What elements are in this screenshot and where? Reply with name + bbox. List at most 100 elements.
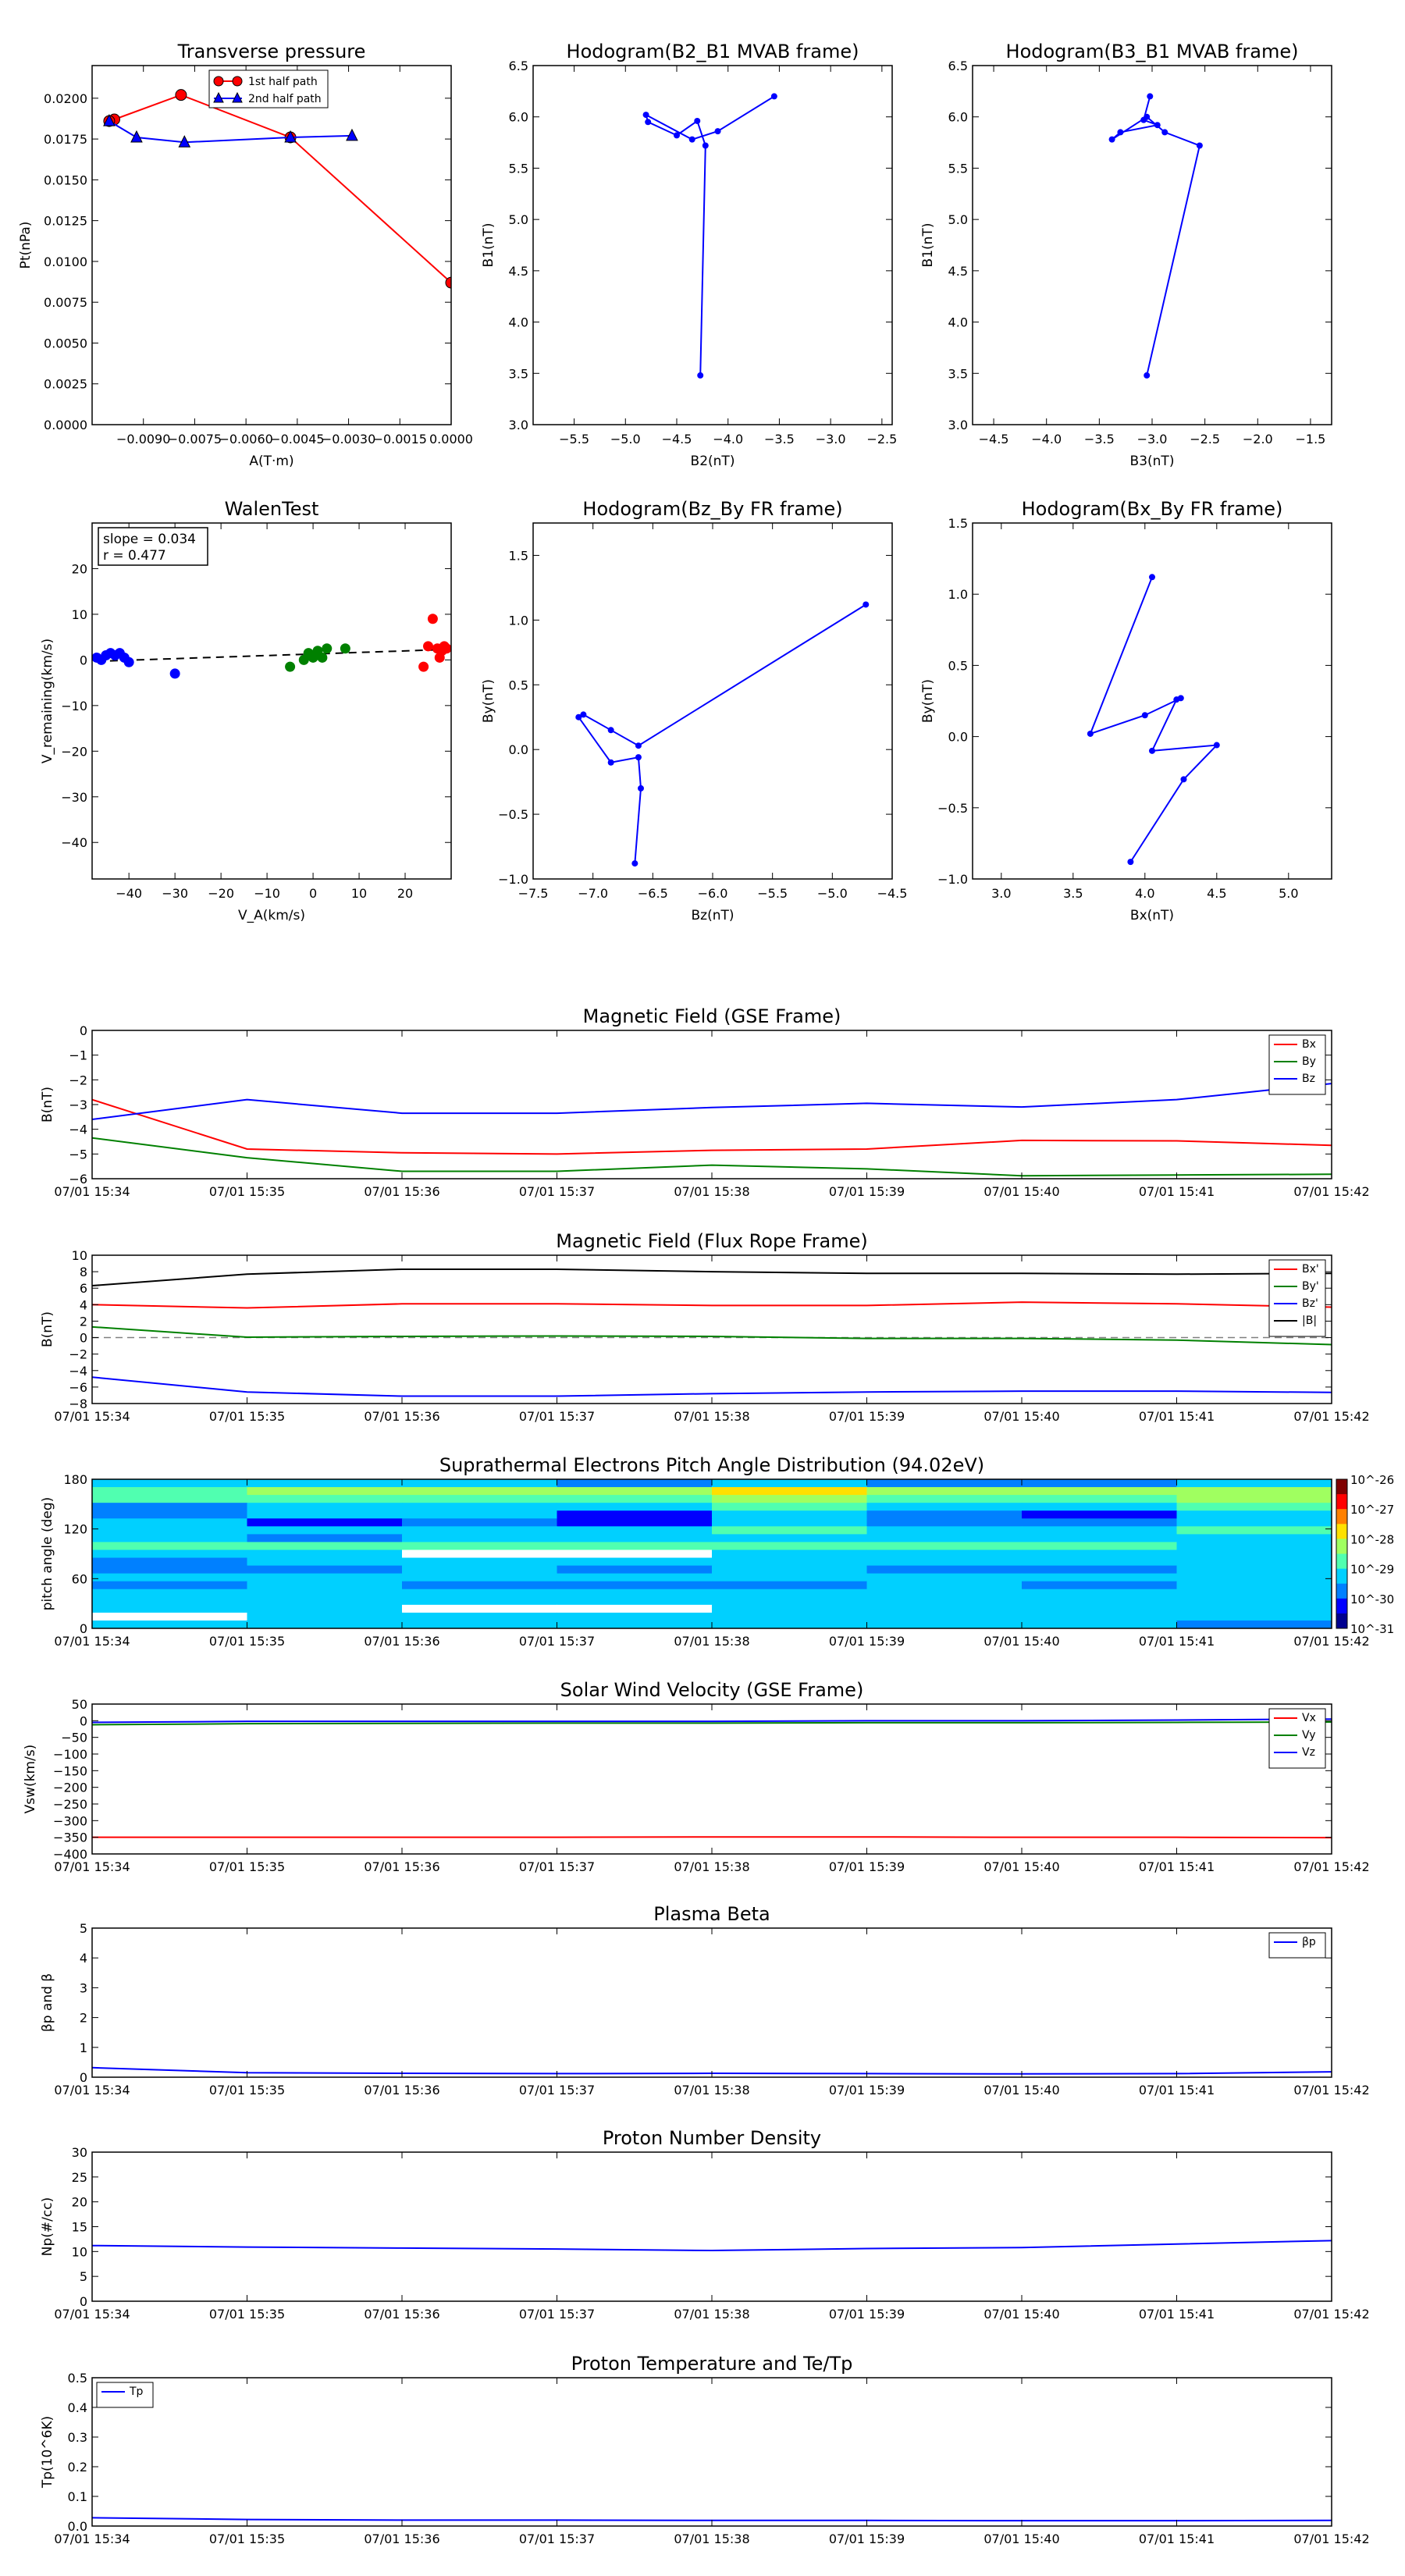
pad-cell <box>247 1573 403 1582</box>
pad-cell <box>402 1479 557 1488</box>
walen-title: WalenTest <box>225 498 319 520</box>
pt-legend-label: 1st half path <box>248 76 318 88</box>
np-ytick-label: 10 <box>72 2244 87 2259</box>
pad-cell <box>712 1612 867 1621</box>
beta-ylabel: βp and β <box>40 1973 55 2032</box>
pad-cell <box>1022 1479 1177 1488</box>
pad-cell <box>1022 1604 1177 1614</box>
pad-cell <box>402 1604 557 1614</box>
pt-xtick-label: 0.0000 <box>429 432 473 447</box>
pad-cell <box>92 1479 247 1488</box>
tp-ytick-label: 0.0 <box>68 2519 87 2534</box>
tp-ytick-label: 0.3 <box>68 2430 87 2445</box>
pad-xtick-label: 07/01 15:35 <box>209 1634 285 1649</box>
np-ytick-label: 0 <box>80 2294 87 2309</box>
pad-cell <box>1176 1620 1332 1628</box>
walen-ytick-label: −10 <box>61 699 87 713</box>
pad-colorbar-segment <box>1336 1553 1347 1570</box>
pad-xtick-label: 07/01 15:37 <box>519 1634 595 1649</box>
h31-plot-frame <box>972 65 1332 425</box>
hzy-point <box>635 742 642 749</box>
pt-legend-marker <box>232 76 243 87</box>
pad-cell <box>712 1487 867 1496</box>
pt-legend <box>208 69 329 109</box>
walen-annotation-box <box>98 527 208 566</box>
beta-xtick-label: 07/01 15:34 <box>54 2083 130 2097</box>
pt-series-line <box>108 94 451 283</box>
bgse-plot-frame <box>91 1030 1332 1179</box>
beta-xtick-label: 07/01 15:41 <box>1139 2083 1215 2097</box>
pad-cell <box>866 1479 1023 1488</box>
bfr-ytick-label: 2 <box>80 1314 87 1329</box>
pad-cell <box>1022 1542 1177 1550</box>
pt-ytick-label: 0.0100 <box>44 254 87 269</box>
pad-title: Suprathermal Electrons Pitch Angle Distr… <box>439 1454 984 1476</box>
pad-cell <box>247 1510 403 1519</box>
pad-cell <box>866 1581 1023 1590</box>
pad-colorbar-label: 10^-31 <box>1350 1622 1394 1636</box>
bgse-legend-label: Bx <box>1302 1038 1316 1051</box>
pt-ytick-label: 0.0200 <box>44 91 87 106</box>
pt-ylabel: Pt(nPa) <box>18 222 34 269</box>
pad-cell <box>247 1542 403 1550</box>
h31-xtick-label: −3.5 <box>1084 432 1115 447</box>
pad-cell <box>1022 1596 1177 1606</box>
hzy-ytick-label: 0.5 <box>509 678 528 692</box>
vsw-plot-area <box>92 1718 1332 1839</box>
pad-cell <box>712 1596 867 1606</box>
pad-cell <box>247 1581 403 1590</box>
h31-point <box>1117 129 1124 136</box>
pad-cell <box>402 1596 557 1606</box>
bfr-ytick-label: −8 <box>69 1397 87 1411</box>
vsw-series-line <box>92 1836 1332 1839</box>
hxy-plot-area <box>1087 574 1220 866</box>
pad-cell <box>866 1557 1023 1567</box>
hxy-xtick-label: 4.0 <box>1135 886 1154 901</box>
pt-point <box>178 135 191 148</box>
hzy-xtick-label: −7.5 <box>518 886 549 901</box>
tp-xtick-label: 07/01 15:35 <box>209 2532 285 2546</box>
pad-cell <box>402 1518 557 1527</box>
walen-xtick-label: −40 <box>116 886 142 901</box>
walen-xtick-label: −30 <box>162 886 188 901</box>
pad-cell <box>92 1596 247 1606</box>
np-plot-area <box>92 2240 1332 2252</box>
hxy-xtick-label: 5.0 <box>1279 886 1298 901</box>
pad-xtick-label: 07/01 15:39 <box>829 1634 905 1649</box>
pad-cell <box>866 1510 1023 1519</box>
bfr-ytick-label: −6 <box>69 1380 87 1395</box>
np-ytick-label: 30 <box>72 2145 87 2160</box>
vsw-xtick-label: 07/01 15:37 <box>519 1859 595 1874</box>
pad-cell <box>866 1550 1023 1559</box>
pad-cell <box>92 1581 247 1590</box>
pt-legend-marker <box>232 91 243 103</box>
h31-ytick-label: 3.0 <box>948 418 968 432</box>
pt-legend-marker <box>213 91 224 103</box>
h21-point <box>688 136 695 143</box>
h21-ytick-label: 6.0 <box>509 110 528 125</box>
hzy-xtick-label: −5.0 <box>817 886 848 901</box>
walen-ytick-label: 10 <box>72 607 87 622</box>
pt-ytick-label: 0.0050 <box>44 336 87 350</box>
pad-cell <box>247 1596 403 1606</box>
pad-cell <box>402 1612 557 1621</box>
pad-cell <box>92 1510 247 1519</box>
pad-cell <box>557 1589 713 1598</box>
h31-xtick-label: −2.0 <box>1243 432 1273 447</box>
np-xtick-label: 07/01 15:35 <box>209 2307 285 2322</box>
vsw-ytick-label: −350 <box>53 1831 87 1845</box>
h31-xtick-label: −2.5 <box>1190 432 1220 447</box>
pad-colorbar-segment <box>1336 1613 1347 1629</box>
pad-ytick-label: 120 <box>63 1522 87 1537</box>
walen-xtick-label: −20 <box>208 886 234 901</box>
pad-cell <box>402 1487 557 1496</box>
h31-point <box>1147 93 1154 100</box>
pad-cell <box>557 1526 713 1535</box>
bgse-title: Magnetic Field (GSE Frame) <box>583 1005 841 1027</box>
pad-cell <box>1022 1612 1177 1621</box>
pad-cell <box>557 1557 713 1567</box>
pad-cell <box>402 1550 557 1559</box>
pad-cell <box>92 1487 247 1496</box>
pad-cell <box>247 1550 403 1559</box>
beta-xtick-label: 07/01 15:38 <box>674 2083 749 2097</box>
